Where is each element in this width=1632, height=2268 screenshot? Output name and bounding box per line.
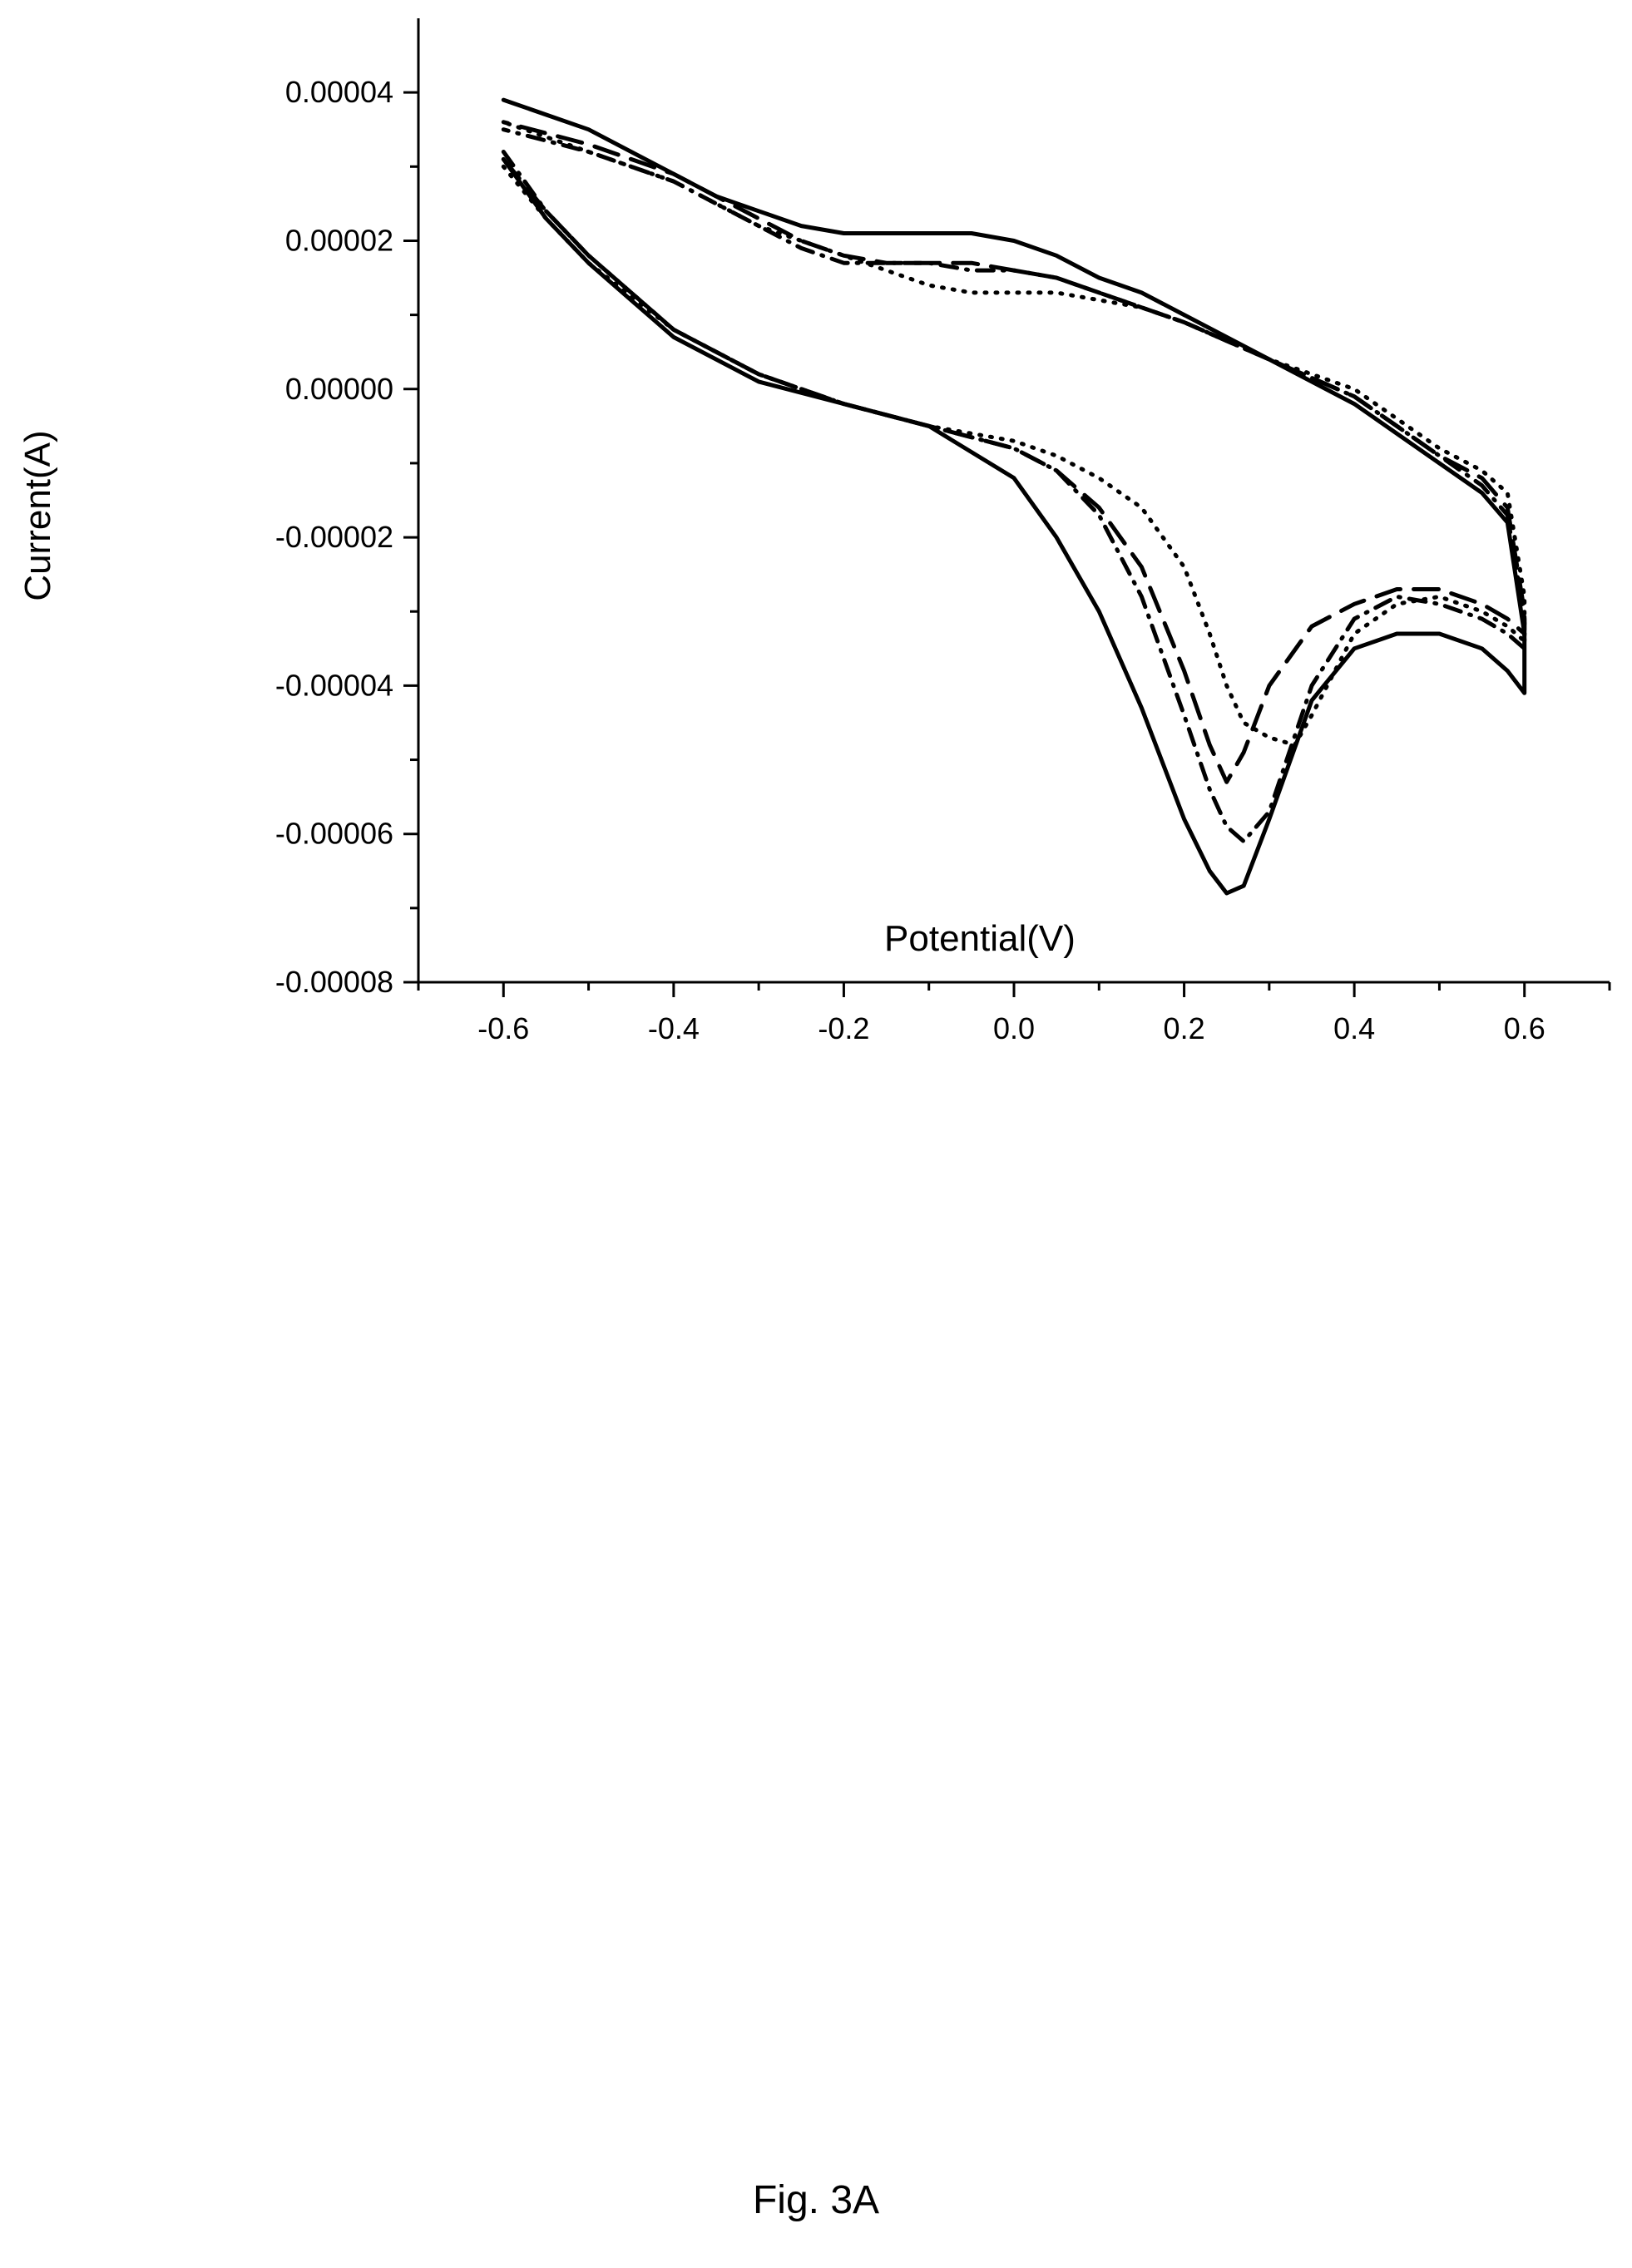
y-tick-label: -0.00008 (275, 965, 393, 999)
series-layer (501, 97, 1527, 896)
series-line-solid (501, 97, 1527, 896)
figure-caption: Fig. 3A (752, 2178, 880, 2222)
series-line-dash (501, 120, 1527, 784)
y-tick-label: 0.00004 (285, 75, 393, 109)
cyclic-voltammogram-chart: -0.00008 -0.00006 -0.00004 -0.00002 0.00000 0… (17, 18, 1611, 1045)
y-tick-label: -0.00004 (275, 668, 393, 702)
x-tick-label: -0.2 (818, 1011, 869, 1045)
x-tick-label: -0.6 (477, 1011, 529, 1045)
y-tick-label: -0.00006 (275, 817, 393, 851)
y-tick-label: -0.00002 (275, 520, 393, 554)
x-tick-label: 0.6 (1504, 1011, 1545, 1045)
x-tick-label: 0.2 (1164, 1011, 1205, 1045)
y-axis-title: Current(A) (17, 430, 58, 600)
ticks-layer: -0.00008 -0.00006 -0.00004 -0.00002 0.00000 0… (275, 75, 1611, 1045)
series-line-dash-dot (501, 127, 1527, 844)
series-line-dot (501, 120, 1527, 748)
y-tick-label: 0.00000 (285, 372, 393, 406)
axes-layer (417, 18, 1610, 984)
x-tick-label: -0.4 (648, 1011, 700, 1045)
x-tick-label: 0.0 (993, 1011, 1035, 1045)
x-axis-title: Potential(V) (884, 918, 1076, 959)
y-tick-label: 0.00002 (285, 223, 393, 257)
x-tick-label: 0.4 (1333, 1011, 1375, 1045)
